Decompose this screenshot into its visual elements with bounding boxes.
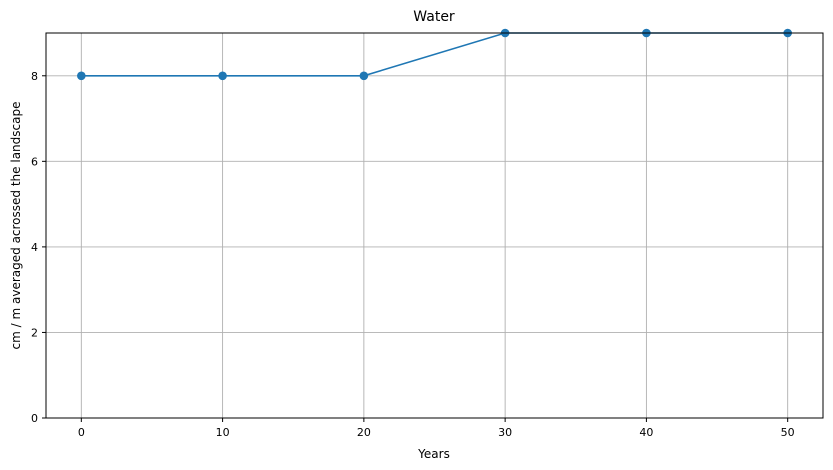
y-tick-label: 6 (31, 155, 38, 168)
x-tick-label: 50 (781, 426, 795, 439)
x-tick-label: 0 (78, 426, 85, 439)
grid (46, 33, 823, 419)
data-point (218, 71, 227, 81)
x-tick-label: 40 (639, 426, 653, 439)
y-axis-label: cm / m averaged acrossed the landscape (9, 102, 23, 350)
chart-title: Water (413, 9, 455, 25)
plot-frame (45, 32, 824, 419)
y-tick-label: 4 (31, 241, 38, 254)
x-tick-label: 30 (498, 426, 512, 439)
x-axis-label: Years (417, 447, 450, 461)
series-line (81, 32, 788, 77)
series-layer (77, 28, 792, 81)
x-tick-label: 10 (216, 426, 230, 439)
y-tick-label: 0 (31, 412, 38, 425)
y-tick-label: 2 (31, 326, 38, 339)
y-tick-label: 8 (31, 70, 38, 83)
ticks: 0 10 20 30 40 50 0 2 4 6 8 (31, 70, 795, 439)
data-point (77, 71, 86, 81)
data-point (359, 71, 369, 81)
x-tick-label: 20 (357, 426, 371, 439)
